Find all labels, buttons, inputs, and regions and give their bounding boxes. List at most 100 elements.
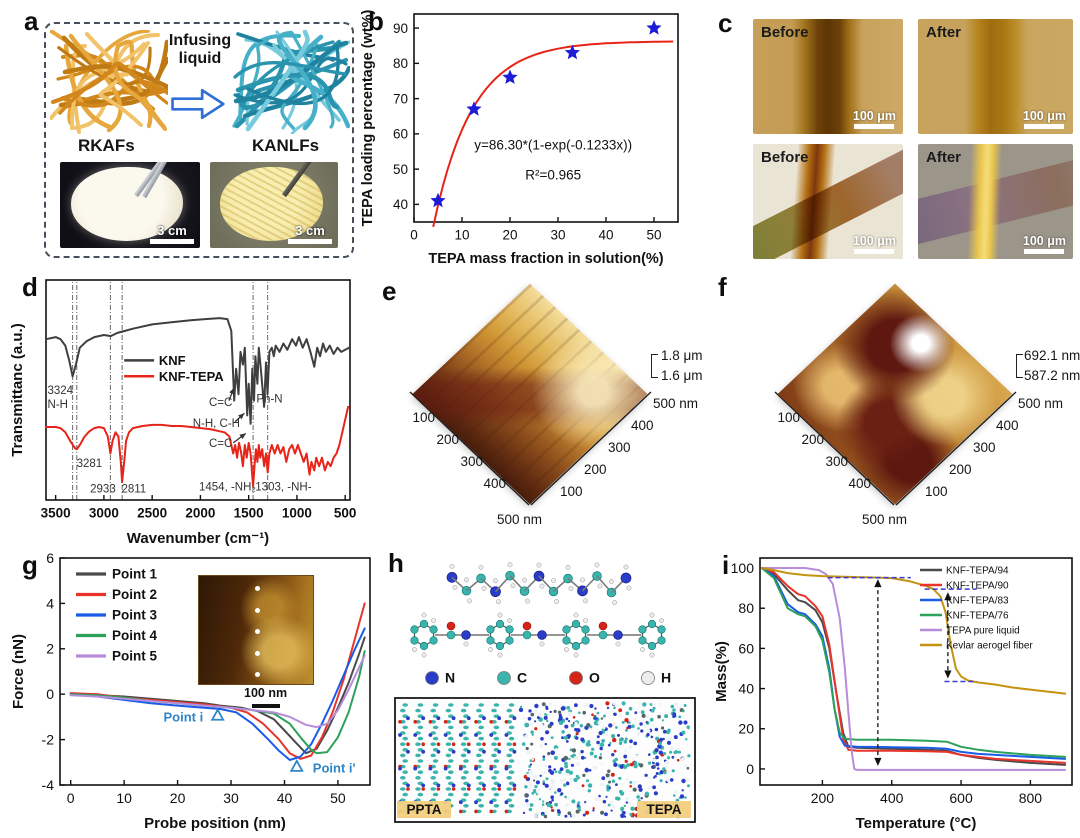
tepa-atom (650, 735, 654, 739)
ppta-unit (463, 770, 469, 774)
panel-letter: b (368, 6, 384, 36)
hydrogen-atom (507, 562, 513, 568)
hydrogen-atom (615, 641, 621, 647)
peak-annotation: 1303, -NH- (255, 481, 311, 493)
tepa-atom (632, 780, 637, 785)
tepa-atom (623, 754, 628, 759)
nitrogen-atom (451, 783, 456, 788)
tepa-atom (564, 724, 569, 729)
axis-tick: 100 (560, 484, 583, 499)
hydrogen-atom (626, 585, 632, 591)
fiber-strand (233, 60, 347, 79)
tepa-atom (608, 723, 613, 728)
carbon-atom (647, 641, 657, 651)
probe-point-dot (255, 672, 260, 677)
tepa-atom (591, 713, 594, 716)
hydrogen-atom (421, 652, 427, 658)
tepa-atom (642, 702, 647, 707)
ppta-unit (460, 753, 467, 758)
tepa-atom (565, 717, 569, 721)
tepa-atom (566, 781, 569, 784)
scheme-box: Infusing liquid RKAFs KANLFs 3 cm 3 cm (44, 22, 354, 258)
nitrogen-atom (474, 766, 478, 771)
nitrogen-atom (451, 716, 456, 721)
tepa-atom (531, 733, 534, 736)
nitrogen-atom (436, 783, 441, 788)
tepa-atom (599, 742, 605, 748)
x-tick-label: 50 (330, 790, 346, 806)
ppta-unit (415, 776, 421, 780)
tepa-atom (578, 752, 582, 756)
fiber-strand (245, 30, 310, 132)
legend-label: Kevlar aerogel fiber (946, 641, 1033, 652)
nitrogen-atom (466, 783, 471, 788)
tepa-atom (557, 788, 562, 793)
y-tick-label: 40 (393, 197, 408, 212)
hydrogen-atom (565, 565, 571, 570)
tepa-atom (528, 783, 533, 788)
axis-tick: 100 (412, 410, 435, 425)
carbon-atom (638, 625, 647, 634)
oxygen-atom (459, 809, 463, 814)
infusing-liquid-label: Infusing liquid (150, 32, 250, 69)
tepa-atom (564, 814, 568, 818)
tepa-atom (530, 712, 535, 717)
ppta-unit (508, 703, 515, 707)
peak-annotation: C=C (209, 397, 232, 409)
z-max-label: 1.8 μm (661, 348, 703, 363)
tepa-atom (574, 703, 578, 708)
tepa-atom (667, 756, 671, 760)
y-axis-label: Mass(%) (713, 641, 730, 702)
ppta-unit (478, 703, 484, 707)
ppta-unit (430, 742, 436, 746)
hydrogen-atom (507, 618, 512, 623)
ppta-unit (417, 736, 424, 741)
y-tick-label: 80 (393, 56, 408, 71)
tepa-atom (598, 794, 601, 798)
tepa-atom (669, 778, 674, 782)
carbon-atom (505, 636, 514, 645)
tepa-atom (548, 702, 552, 706)
nitrogen-atom (443, 733, 448, 737)
nitrogen-atom (482, 716, 486, 721)
axis-end-label: 500 nm (653, 396, 699, 411)
tepa-atom (673, 794, 676, 797)
tepa-atom (682, 709, 685, 713)
after-label: After (926, 149, 962, 166)
tepa-atom (649, 717, 654, 722)
tepa-atom (539, 774, 542, 777)
axis-end-label: 500 nm (862, 512, 908, 527)
tepa-atom (585, 810, 590, 815)
scale-bar-label: 100 μm (852, 234, 896, 248)
tepa-atom (651, 765, 655, 769)
ppta-unit (445, 787, 452, 791)
hydrogen-atom (525, 598, 530, 604)
scale-bar-line (288, 239, 332, 244)
probe-point-dot (255, 607, 260, 613)
tepa-atom (567, 811, 572, 815)
oxygen-atom (398, 720, 402, 724)
carbon-atom (495, 619, 505, 629)
tepa-atom (533, 709, 538, 714)
hydrogen-atom (583, 598, 588, 604)
oxygen-atom (598, 621, 608, 631)
hydrogen-atom (463, 641, 469, 647)
tepa-atom (573, 756, 577, 759)
peak-annotation: Ph-N (256, 394, 282, 406)
nitrogen-atom (458, 733, 463, 737)
tepa-atom (680, 757, 686, 762)
carbon-atom (657, 625, 666, 634)
nitrogen-atom (406, 749, 410, 754)
tepa-atom (580, 755, 585, 760)
scale-bar-line (1024, 124, 1065, 129)
before-label: Before (761, 149, 809, 166)
tepa-atom (557, 813, 561, 816)
tepa-atom (659, 702, 662, 706)
tepa-atom (611, 753, 615, 757)
tepa-atom (626, 763, 631, 767)
tepa-atom (543, 814, 548, 819)
ppta-unit (493, 759, 500, 763)
ppta-unit (415, 742, 421, 746)
plot-frame (759, 557, 1073, 786)
fiber-strand (58, 64, 159, 115)
